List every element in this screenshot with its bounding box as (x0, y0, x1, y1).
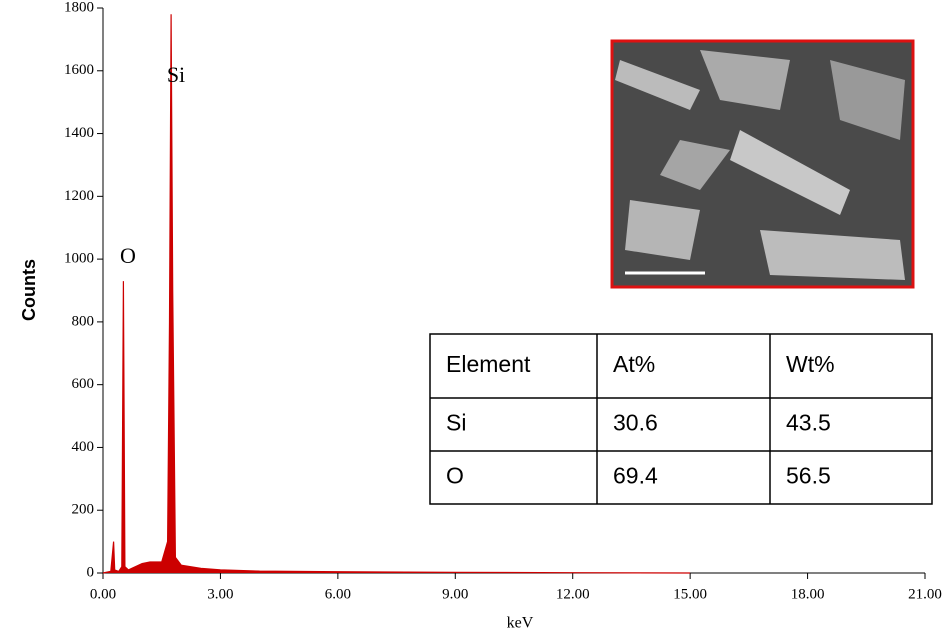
x-tick-label: 18.00 (791, 586, 825, 602)
table-cell: 56.5 (786, 463, 831, 489)
sem-inset (612, 41, 913, 287)
table-cell: 30.6 (613, 410, 658, 436)
x-tick-label: 0.00 (90, 586, 116, 602)
table-header: Element (446, 351, 531, 377)
chart: Counts keV Element At% Wt% Si 30.6 43.5 O 69.4 5… (0, 0, 951, 636)
x-tick-label: 3.00 (207, 586, 233, 602)
y-axis-label: Counts (19, 259, 39, 321)
x-tick-label: 6.00 (325, 586, 351, 602)
y-tick-label: 800 (72, 313, 95, 329)
peak-label: Si (167, 62, 185, 87)
y-tick-label: 600 (72, 376, 95, 392)
y-tick-label: 1600 (64, 62, 94, 78)
y-tick-label: 400 (72, 439, 95, 455)
table-cell: 69.4 (613, 463, 658, 489)
y-tick-label: 1200 (64, 188, 94, 204)
x-tick-label: 15.00 (673, 586, 707, 602)
table-header: At% (613, 351, 655, 377)
y-tick-label: 1000 (64, 251, 94, 267)
y-tick-label: 0 (87, 564, 95, 580)
table-cell: Si (446, 410, 466, 436)
table-cell: O (446, 463, 464, 489)
y-tick-label: 200 (72, 502, 95, 518)
x-axis-label: keV (507, 615, 534, 632)
table-cell: 43.5 (786, 410, 831, 436)
composition-table: Element At% Wt% Si 30.6 43.5 O 69.4 56.5 (430, 334, 932, 504)
table-header: Wt% (786, 351, 835, 377)
x-tick-label: 9.00 (442, 586, 468, 602)
y-tick-label: 1800 (64, 0, 94, 15)
x-tick-label: 12.00 (556, 586, 590, 602)
x-tick-label: 21.00 (908, 586, 942, 602)
page: {"chart_data": {"type": "area", "x_label… (0, 0, 951, 636)
y-tick-label: 1400 (64, 125, 94, 141)
peak-label: O (120, 243, 136, 268)
